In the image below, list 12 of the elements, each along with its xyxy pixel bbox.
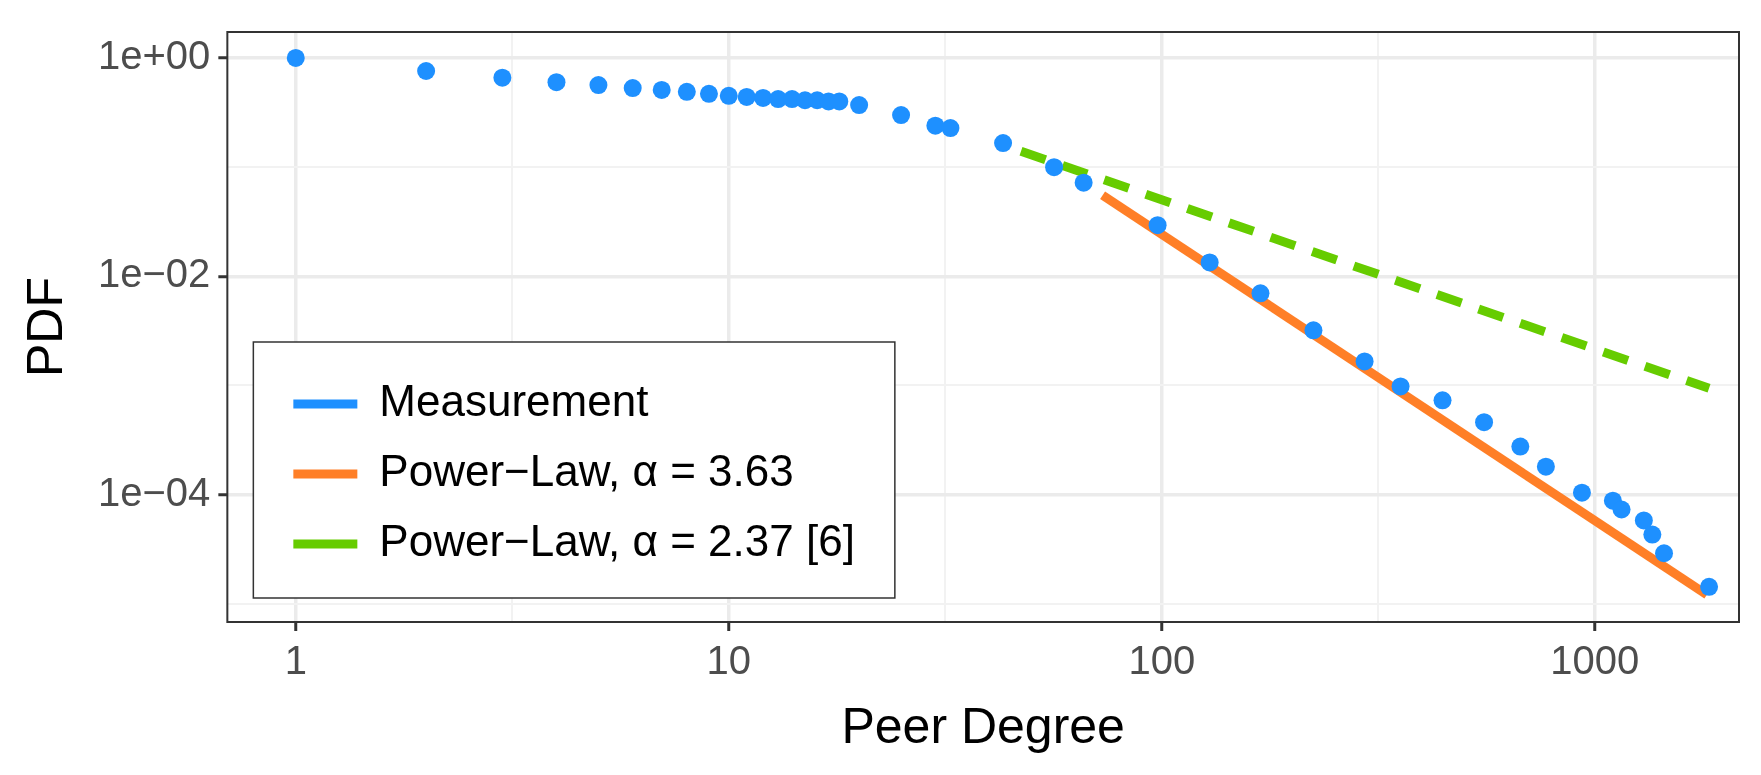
x-tick-label: 100 xyxy=(1128,638,1196,683)
y-axis-title: PDF xyxy=(16,277,73,377)
x-axis-title: Peer Degree xyxy=(841,697,1125,754)
y-tick-label: 1e+00 xyxy=(98,33,211,78)
y-tick-label: 1e−02 xyxy=(98,251,211,296)
legend-label: Measurement xyxy=(379,376,649,426)
x-tick-label: 10 xyxy=(706,638,752,683)
x-tick-label: 1000 xyxy=(1550,638,1640,683)
legend-label: Power−Law, α = 3.63 xyxy=(379,446,794,496)
y-tick-label: 1e−04 xyxy=(98,469,211,514)
legend-label: Power−Law, α = 2.37 [6] xyxy=(379,516,855,566)
x-tick-label: 1 xyxy=(284,638,307,683)
